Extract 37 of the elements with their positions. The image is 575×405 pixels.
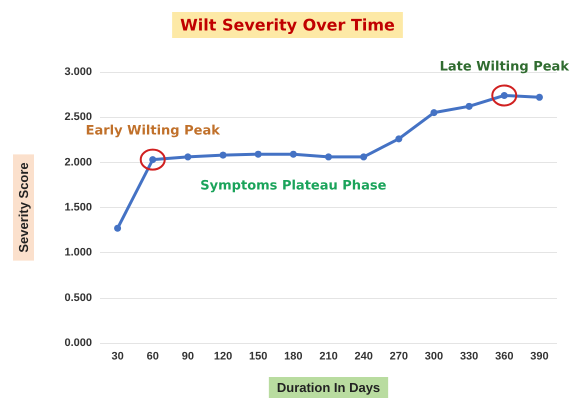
point (430, 109, 438, 116)
x-tick-label: 300 (424, 350, 444, 362)
annotation: Early Wilting Peak (86, 124, 220, 139)
x-tick-label: 90 (182, 350, 194, 362)
point (184, 153, 192, 160)
y-tick-label: 3.000 (64, 66, 92, 78)
point (466, 102, 473, 110)
point (325, 153, 332, 160)
y-tick-label: 2.500 (64, 111, 92, 124)
x-tick-label: 30 (111, 350, 124, 362)
x-tick-label: 360 (495, 350, 514, 362)
x-tick-label: 180 (284, 350, 303, 362)
x-tick-label: 120 (214, 350, 232, 362)
y-tick-label: 1.500 (64, 202, 92, 214)
point (254, 150, 262, 158)
point (395, 135, 402, 142)
y-tick-label: 0.500 (64, 292, 92, 304)
x-tick-label: 390 (530, 350, 549, 362)
x-tick-label: 150 (249, 350, 268, 362)
y-axis-title: Severity Score (16, 162, 31, 253)
x-tick-label: 60 (146, 350, 159, 362)
point (290, 150, 297, 158)
y-tick-label: 1.000 (64, 246, 92, 259)
chart-title: Wilt Severity Over Time (180, 16, 396, 34)
x-tick-label: 240 (354, 350, 373, 362)
x-tick-label: 270 (390, 350, 408, 362)
y-tick-label: 2.000 (64, 156, 92, 168)
point (114, 224, 122, 232)
point (360, 153, 368, 160)
annotation: Symptoms Plateau Phase (200, 178, 387, 194)
x-axis-title: Duration In Days (276, 380, 380, 395)
annotation: Late Wilting Peak (440, 59, 570, 74)
y-tick-label: 0.000 (64, 337, 92, 349)
point (536, 94, 543, 101)
x-tick-label: 210 (319, 350, 338, 362)
x-tick-label: 330 (460, 350, 478, 362)
point (220, 152, 227, 159)
